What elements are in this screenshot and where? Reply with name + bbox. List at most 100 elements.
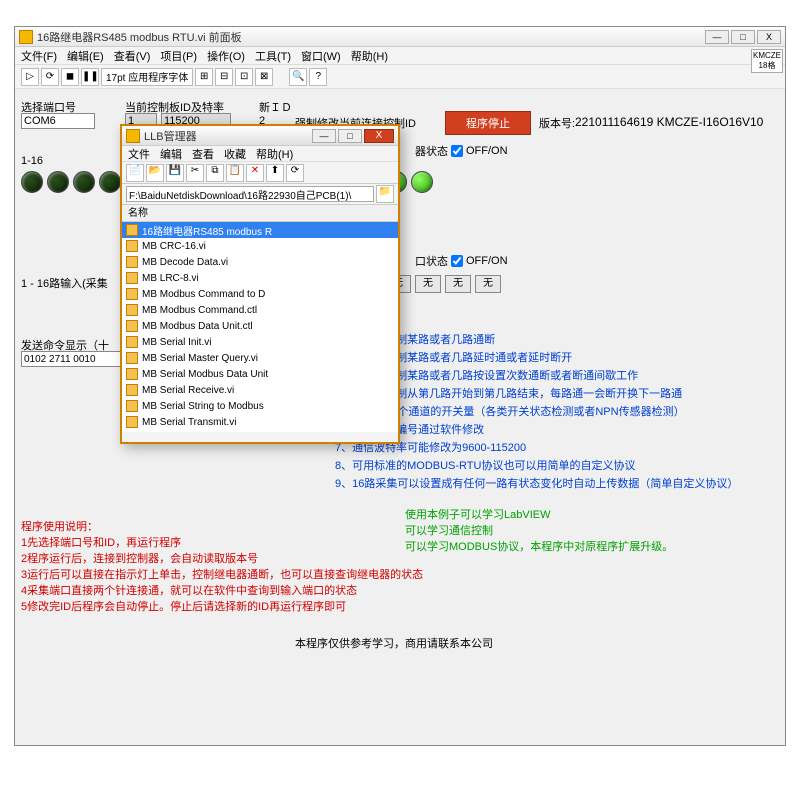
- file-icon: [126, 336, 138, 348]
- wu-button-5[interactable]: 无: [445, 275, 471, 293]
- newid-label: 新ＩＤ: [259, 99, 292, 115]
- stop-button[interactable]: 程序停止: [445, 111, 531, 135]
- submenu-help[interactable]: 帮助(H): [256, 146, 293, 162]
- file-item[interactable]: MB CRC-16.vi: [122, 238, 398, 254]
- wu-button-4[interactable]: 无: [415, 275, 441, 293]
- run-icon[interactable]: ▷: [21, 68, 39, 86]
- menu-edit[interactable]: 编辑(E): [67, 48, 104, 64]
- wu-button-6[interactable]: 无: [475, 275, 501, 293]
- subwin-title: LLB管理器: [144, 128, 312, 144]
- file-icon: [126, 256, 138, 268]
- file-item[interactable]: MB Serial Master Query.vi: [122, 350, 398, 366]
- subwin-icon: [126, 129, 140, 143]
- led-2[interactable]: [47, 171, 69, 193]
- file-icon: [126, 320, 138, 332]
- main-toolbar: ▷ ⟳ ◼ ❚❚ 17pt 应用程序字体 ⊞ ⊟ ⊡ ⊠ 🔍 ?: [15, 65, 785, 89]
- status-chk-1[interactable]: 器状态 OFF/ON: [415, 143, 508, 159]
- save-icon[interactable]: 💾: [166, 164, 184, 182]
- subwin-min[interactable]: —: [312, 129, 336, 143]
- close-button[interactable]: X: [757, 30, 781, 44]
- version-label: 版本号:: [539, 115, 575, 131]
- submenu-view[interactable]: 查看: [192, 146, 214, 162]
- send-display: 0102 2711 0010: [21, 351, 121, 367]
- up-icon[interactable]: ⬆: [266, 164, 284, 182]
- window-title: 16路继电器RS485 modbus RTU.vi 前面板: [37, 29, 705, 45]
- minimize-button[interactable]: —: [705, 30, 729, 44]
- red-lines: 1先选择端口号和ID，再运行程序2程序运行后，连接到控制器，会自动读取版本号3运…: [21, 535, 423, 615]
- paste-icon[interactable]: 📋: [226, 164, 244, 182]
- file-icon: [126, 240, 138, 252]
- align-icon[interactable]: ⊞: [195, 68, 213, 86]
- refresh-icon[interactable]: ⟳: [286, 164, 304, 182]
- file-icon: [126, 224, 138, 236]
- search-icon[interactable]: 🔍: [289, 68, 307, 86]
- open-icon[interactable]: 📂: [146, 164, 164, 182]
- file-icon: [126, 288, 138, 300]
- menu-window[interactable]: 窗口(W): [301, 48, 341, 64]
- font-select[interactable]: 17pt 应用程序字体: [101, 68, 193, 86]
- stop-icon[interactable]: ◼: [61, 68, 79, 86]
- version-value: 221011164619 KMCZE-I16O16V10: [575, 115, 763, 129]
- subwin-pathbar: 📁: [122, 184, 398, 204]
- led-3[interactable]: [73, 171, 95, 193]
- subwin-max[interactable]: □: [338, 129, 362, 143]
- menu-view[interactable]: 查看(V): [114, 48, 151, 64]
- reorder-icon[interactable]: ⊠: [255, 68, 273, 86]
- browse-icon[interactable]: 📁: [376, 185, 394, 203]
- file-item[interactable]: MB Serial Modbus Data Unit: [122, 366, 398, 382]
- file-icon: [126, 304, 138, 316]
- file-item[interactable]: MB Serial Transmit.vi: [122, 414, 398, 430]
- led-16[interactable]: [411, 171, 433, 193]
- port-select[interactable]: COM6: [21, 113, 95, 129]
- file-item[interactable]: MB Serial Init.vi: [122, 334, 398, 350]
- menu-help[interactable]: 帮助(H): [351, 48, 388, 64]
- menu-project[interactable]: 项目(P): [160, 48, 197, 64]
- file-item[interactable]: MB Modbus Command.ctl: [122, 302, 398, 318]
- row2-label: 1 - 16路输入(采集: [21, 275, 108, 291]
- file-item[interactable]: MB Serial Receive.vi: [122, 382, 398, 398]
- file-item[interactable]: MB Modbus Command to D: [122, 286, 398, 302]
- status-checkbox-2[interactable]: [451, 255, 463, 267]
- resize-icon[interactable]: ⊡: [235, 68, 253, 86]
- green-lines: 使用本例子可以学习LabVIEW可以学习通信控制可以学习MODBUS协议，本程序…: [405, 507, 673, 555]
- led-1[interactable]: [21, 171, 43, 193]
- path-input[interactable]: [126, 186, 374, 202]
- status-chk-2[interactable]: 口状态 OFF/ON: [415, 253, 508, 269]
- file-item[interactable]: MB Modbus Data Unit.ctl: [122, 318, 398, 334]
- red-title: 程序使用说明：: [21, 519, 98, 535]
- file-icon: [126, 352, 138, 364]
- llb-manager-window: LLB管理器 — □ X 文件 编辑 查看 收藏 帮助(H) 📄 📂 💾 ✂ ⧉…: [120, 124, 400, 444]
- run-cont-icon[interactable]: ⟳: [41, 68, 59, 86]
- submenu-file[interactable]: 文件: [128, 146, 150, 162]
- help-icon[interactable]: ?: [309, 68, 327, 86]
- subwin-close[interactable]: X: [364, 129, 394, 143]
- pause-icon[interactable]: ❚❚: [81, 68, 99, 86]
- main-menubar: 文件(F) 编辑(E) 查看(V) 项目(P) 操作(O) 工具(T) 窗口(W…: [15, 47, 785, 65]
- file-icon: [126, 384, 138, 396]
- delete-icon[interactable]: ✕: [246, 164, 264, 182]
- app-icon: [19, 30, 33, 44]
- file-item[interactable]: MB Serial String to Modbus: [122, 398, 398, 414]
- new-icon[interactable]: 📄: [126, 164, 144, 182]
- menu-tools[interactable]: 工具(T): [255, 48, 291, 64]
- submenu-fav[interactable]: 收藏: [224, 146, 246, 162]
- copy-icon[interactable]: ⧉: [206, 164, 224, 182]
- cut-icon[interactable]: ✂: [186, 164, 204, 182]
- file-icon: [126, 368, 138, 380]
- file-icon: [126, 400, 138, 412]
- file-item[interactable]: MB Decode Data.vi: [122, 254, 398, 270]
- row1-label: 1-16: [21, 155, 43, 167]
- status-checkbox-1[interactable]: [451, 145, 463, 157]
- menu-file[interactable]: 文件(F): [21, 48, 57, 64]
- maximize-button[interactable]: □: [731, 30, 755, 44]
- distribute-icon[interactable]: ⊟: [215, 68, 233, 86]
- file-item[interactable]: 16路继电器RS485 modbus R: [122, 222, 398, 238]
- subwin-toolbar: 📄 📂 💾 ✂ ⧉ 📋 ✕ ⬆ ⟳: [122, 162, 398, 184]
- file-item[interactable]: MB LRC-8.vi: [122, 270, 398, 286]
- subwin-menubar: 文件 编辑 查看 收藏 帮助(H): [122, 146, 398, 162]
- menu-operate[interactable]: 操作(O): [207, 48, 245, 64]
- led-4[interactable]: [99, 171, 121, 193]
- submenu-edit[interactable]: 编辑: [160, 146, 182, 162]
- footer-text: 本程序仅供参考学习，商用请联系本公司: [295, 635, 493, 651]
- subwin-titlebar: LLB管理器 — □ X: [122, 126, 398, 146]
